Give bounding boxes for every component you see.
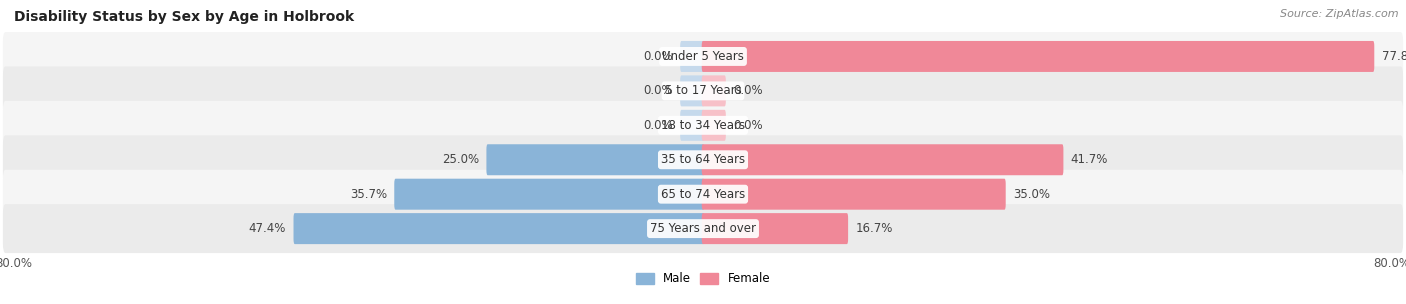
FancyBboxPatch shape bbox=[681, 41, 704, 72]
Text: 35.7%: 35.7% bbox=[350, 188, 387, 201]
Text: Disability Status by Sex by Age in Holbrook: Disability Status by Sex by Age in Holbr… bbox=[14, 10, 354, 24]
FancyBboxPatch shape bbox=[394, 179, 704, 210]
FancyBboxPatch shape bbox=[702, 75, 725, 106]
Text: 25.0%: 25.0% bbox=[441, 153, 479, 166]
Legend: Male, Female: Male, Female bbox=[631, 268, 775, 290]
FancyBboxPatch shape bbox=[3, 67, 1403, 115]
FancyBboxPatch shape bbox=[3, 204, 1403, 253]
Text: 47.4%: 47.4% bbox=[249, 222, 287, 235]
Text: 65 to 74 Years: 65 to 74 Years bbox=[661, 188, 745, 201]
FancyBboxPatch shape bbox=[486, 144, 704, 175]
FancyBboxPatch shape bbox=[681, 110, 704, 141]
FancyBboxPatch shape bbox=[3, 135, 1403, 184]
FancyBboxPatch shape bbox=[702, 41, 1374, 72]
FancyBboxPatch shape bbox=[3, 101, 1403, 150]
FancyBboxPatch shape bbox=[702, 144, 1063, 175]
FancyBboxPatch shape bbox=[702, 213, 848, 244]
Text: 77.8%: 77.8% bbox=[1382, 50, 1406, 63]
Text: 5 to 17 Years: 5 to 17 Years bbox=[665, 85, 741, 97]
Text: Source: ZipAtlas.com: Source: ZipAtlas.com bbox=[1281, 9, 1399, 19]
FancyBboxPatch shape bbox=[3, 32, 1403, 81]
Text: 0.0%: 0.0% bbox=[733, 119, 763, 132]
FancyBboxPatch shape bbox=[3, 170, 1403, 219]
Text: 18 to 34 Years: 18 to 34 Years bbox=[661, 119, 745, 132]
Text: 0.0%: 0.0% bbox=[733, 85, 763, 97]
Text: 16.7%: 16.7% bbox=[855, 222, 893, 235]
FancyBboxPatch shape bbox=[681, 75, 704, 106]
FancyBboxPatch shape bbox=[702, 110, 725, 141]
Text: 35 to 64 Years: 35 to 64 Years bbox=[661, 153, 745, 166]
Text: 0.0%: 0.0% bbox=[643, 50, 673, 63]
Text: Under 5 Years: Under 5 Years bbox=[662, 50, 744, 63]
FancyBboxPatch shape bbox=[702, 179, 1005, 210]
FancyBboxPatch shape bbox=[294, 213, 704, 244]
Text: 41.7%: 41.7% bbox=[1071, 153, 1108, 166]
Text: 0.0%: 0.0% bbox=[643, 119, 673, 132]
Text: 75 Years and over: 75 Years and over bbox=[650, 222, 756, 235]
Text: 0.0%: 0.0% bbox=[643, 85, 673, 97]
Text: 35.0%: 35.0% bbox=[1012, 188, 1050, 201]
